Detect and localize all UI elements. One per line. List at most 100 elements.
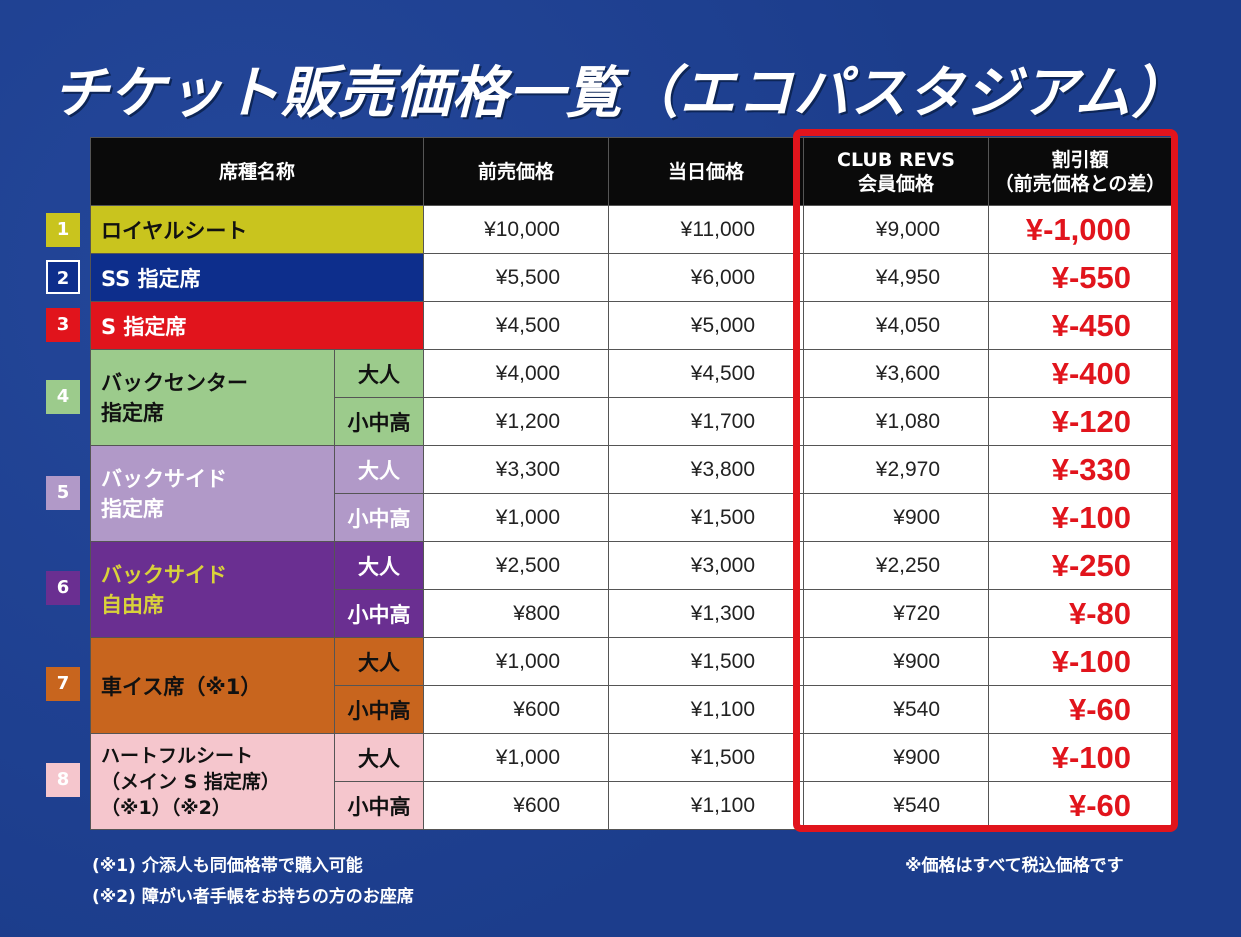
header-discount-line1: 割引額	[1051, 148, 1109, 171]
discount-amount: ¥-550	[988, 253, 1172, 302]
header-advance: 前売価格	[423, 137, 609, 206]
table-row: ロイヤルシート ¥10,000 ¥11,000 ¥9,000 ¥-1,000	[90, 205, 1172, 254]
seat-name-ss: SS 指定席	[90, 253, 424, 302]
table-row: 車イス席（※1） 大人 ¥1,000 ¥1,500 ¥900 ¥-100	[90, 637, 1172, 734]
advance-price: ¥10,000	[423, 205, 609, 254]
advance-price: ¥600	[423, 685, 609, 734]
seat-name-line2: 指定席	[101, 496, 164, 521]
sameday-price: ¥5,000	[608, 301, 804, 350]
advance-price: ¥1,000	[423, 733, 609, 782]
advance-price: ¥800	[423, 589, 609, 638]
sameday-price: ¥1,500	[608, 637, 804, 686]
table-row: 小中高 ¥600 ¥1,100 ¥540 ¥-60	[91, 685, 1172, 734]
page-title: チケット販売価格一覧（エコパスタジアム）	[52, 61, 1189, 126]
footnote-2: (※2) 障がい者手帳をお持ちの方のお座席	[92, 887, 414, 907]
header-discount-line2: （前売価格との差）	[994, 172, 1166, 195]
sameday-price: ¥1,500	[608, 733, 804, 782]
discount-amount: ¥-400	[988, 349, 1172, 398]
sameday-price: ¥4,500	[608, 349, 804, 398]
table-row: 小中高 ¥600 ¥1,100 ¥540 ¥-60	[91, 781, 1172, 830]
seat-name-s: S 指定席	[90, 301, 424, 350]
member-price: ¥900	[803, 637, 989, 686]
table-row: ハートフルシート （メイン S 指定席） （※1）（※2） 大人 ¥1,000 …	[90, 733, 1172, 830]
discount-amount: ¥-330	[988, 445, 1172, 494]
advance-price: ¥5,500	[423, 253, 609, 302]
seat-name-wheelchair: 車イス席（※1）	[90, 637, 335, 734]
age-adult: 大人	[334, 733, 424, 782]
age-adult: 大人	[334, 541, 424, 590]
footnote-1: (※1) 介添人も同価格帯で購入可能	[92, 856, 363, 876]
header-seat: 席種名称	[90, 137, 424, 206]
member-price: ¥900	[803, 733, 989, 782]
tax-note: ※価格はすべて税込価格です	[905, 856, 1124, 876]
discount-amount: ¥-100	[988, 637, 1172, 686]
discount-amount: ¥-60	[988, 781, 1172, 830]
seat-name-line2: （メイン S 指定席）	[101, 770, 280, 793]
seat-name-line2: 自由席	[101, 592, 164, 617]
seat-number-5: 5	[46, 476, 80, 510]
table-row: バックサイド 自由席 大人 ¥2,500 ¥3,000 ¥2,250 ¥-250	[90, 541, 1172, 638]
sameday-price: ¥1,500	[608, 493, 804, 542]
header-member-line1: CLUB REVS	[837, 148, 955, 171]
member-price: ¥900	[803, 493, 989, 542]
sameday-price: ¥1,700	[608, 397, 804, 446]
table-row: 小中高 ¥800 ¥1,300 ¥720 ¥-80	[91, 589, 1172, 638]
sameday-price: ¥3,800	[608, 445, 804, 494]
seat-name-line1: ハートフルシート	[101, 744, 254, 767]
age-child: 小中高	[334, 493, 424, 542]
seat-number-1: 1	[46, 213, 80, 247]
discount-amount: ¥-100	[988, 493, 1172, 542]
seat-name-line2: 指定席	[101, 400, 164, 425]
seat-name-line1: バックセンター	[101, 370, 248, 395]
advance-price: ¥600	[423, 781, 609, 830]
table-row: 小中高 ¥1,000 ¥1,500 ¥900 ¥-100	[91, 493, 1172, 542]
member-price: ¥540	[803, 685, 989, 734]
header-sameday: 当日価格	[608, 137, 804, 206]
seat-name-line3: （※1）（※2）	[101, 796, 231, 819]
seat-number-3: 3	[46, 308, 80, 342]
discount-amount: ¥-450	[988, 301, 1172, 350]
age-child: 小中高	[334, 781, 424, 830]
member-price: ¥4,050	[803, 301, 989, 350]
member-price: ¥2,250	[803, 541, 989, 590]
sameday-price: ¥11,000	[608, 205, 804, 254]
member-price: ¥3,600	[803, 349, 989, 398]
seat-name-line1: バックサイド	[101, 466, 227, 491]
member-price: ¥1,080	[803, 397, 989, 446]
seat-number-2: 2	[46, 260, 80, 294]
advance-price: ¥2,500	[423, 541, 609, 590]
seat-number-6: 6	[46, 571, 80, 605]
age-child: 小中高	[334, 397, 424, 446]
sameday-price: ¥1,300	[608, 589, 804, 638]
table-row: 小中高 ¥1,200 ¥1,700 ¥1,080 ¥-120	[91, 397, 1172, 446]
header-member: CLUB REVS 会員価格	[803, 137, 989, 206]
seat-name-royal: ロイヤルシート	[90, 205, 424, 254]
seat-name-heartful: ハートフルシート （メイン S 指定席） （※1）（※2）	[90, 733, 335, 830]
advance-price: ¥4,000	[423, 349, 609, 398]
seat-name-backfree: バックサイド 自由席	[90, 541, 335, 638]
member-price: ¥540	[803, 781, 989, 830]
discount-amount: ¥-100	[988, 733, 1172, 782]
seat-name-line1: バックサイド	[101, 562, 227, 587]
advance-price: ¥4,500	[423, 301, 609, 350]
table-row: バックセンター 指定席 大人 ¥4,000 ¥4,500 ¥3,600 ¥-40…	[90, 349, 1172, 446]
table-row: S 指定席 ¥4,500 ¥5,000 ¥4,050 ¥-450	[90, 301, 1172, 350]
advance-price: ¥1,000	[423, 637, 609, 686]
age-adult: 大人	[334, 349, 424, 398]
age-adult: 大人	[334, 637, 424, 686]
seat-name-backcenter: バックセンター 指定席	[90, 349, 335, 446]
table-row: バックサイド 指定席 大人 ¥3,300 ¥3,800 ¥2,970 ¥-330	[90, 445, 1172, 542]
header-row: 席種名称 前売価格 当日価格 CLUB REVS 会員価格 割引額 （前売価格と…	[90, 137, 1172, 206]
advance-price: ¥1,000	[423, 493, 609, 542]
seat-number-8: 8	[46, 763, 80, 797]
member-price: ¥720	[803, 589, 989, 638]
advance-price: ¥1,200	[423, 397, 609, 446]
header-member-line2: 会員価格	[857, 172, 934, 195]
sameday-price: ¥1,100	[608, 781, 804, 830]
member-price: ¥2,970	[803, 445, 989, 494]
seat-number-4: 4	[46, 380, 80, 414]
sameday-price: ¥3,000	[608, 541, 804, 590]
sameday-price: ¥6,000	[608, 253, 804, 302]
age-child: 小中高	[334, 685, 424, 734]
member-price: ¥9,000	[803, 205, 989, 254]
